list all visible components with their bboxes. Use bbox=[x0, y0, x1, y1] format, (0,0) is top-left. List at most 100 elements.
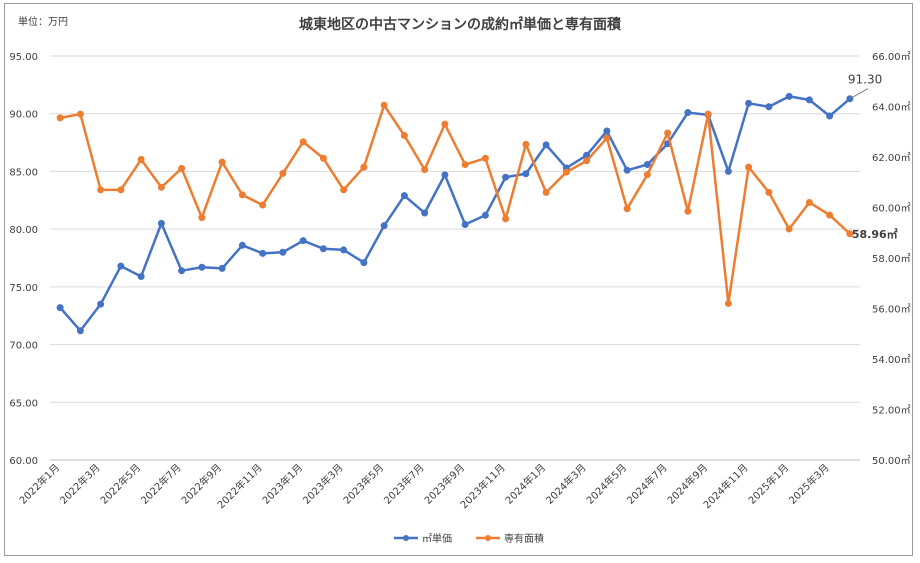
chart-title: 城東地区の中古マンションの成約㎡単価と専有面積 bbox=[299, 16, 622, 33]
series-point-1 bbox=[319, 154, 327, 162]
series-point-0 bbox=[522, 170, 530, 178]
series-point-1 bbox=[380, 101, 388, 109]
series-point-0 bbox=[542, 141, 550, 149]
series-point-0 bbox=[765, 103, 773, 111]
series-point-1 bbox=[279, 169, 287, 177]
series-point-0 bbox=[421, 209, 429, 217]
x-tick-label: 2024年7月 bbox=[624, 461, 670, 507]
series-point-1 bbox=[360, 163, 368, 171]
x-tick-label: 2025年1月 bbox=[745, 461, 791, 507]
series-point-0 bbox=[279, 248, 287, 256]
series-point-0 bbox=[724, 167, 732, 175]
series-point-0 bbox=[56, 304, 64, 312]
chart-frame bbox=[4, 3, 913, 556]
series-point-0 bbox=[157, 219, 165, 227]
series-point-0 bbox=[684, 109, 692, 117]
series-point-0 bbox=[745, 99, 753, 107]
series-point-0 bbox=[238, 241, 246, 249]
series-point-0 bbox=[805, 96, 813, 104]
y-right-tick-label: 62.00㎡ bbox=[872, 152, 911, 164]
series-point-1 bbox=[218, 158, 226, 166]
series-point-1 bbox=[299, 138, 307, 146]
y-left-tick-label: 60.00 bbox=[9, 456, 38, 467]
series-point-1 bbox=[603, 134, 611, 142]
series-point-1 bbox=[542, 188, 550, 196]
y-right-tick-label: 56.00㎡ bbox=[872, 304, 911, 316]
series-point-0 bbox=[400, 192, 408, 200]
x-tick-label: 2024年5月 bbox=[583, 461, 629, 507]
series-point-0 bbox=[826, 112, 834, 120]
x-tick-label: 2025年3月 bbox=[786, 461, 832, 507]
legend-marker-0 bbox=[403, 535, 409, 541]
series-point-1 bbox=[400, 132, 408, 140]
series-point-0 bbox=[461, 221, 469, 229]
x-tick-label: 2024年3月 bbox=[543, 461, 589, 507]
series-point-0 bbox=[218, 264, 226, 272]
series-point-1 bbox=[765, 188, 773, 196]
series-point-0 bbox=[198, 263, 206, 271]
series-end-label-1: 58.96㎡ bbox=[852, 227, 898, 241]
legend-label-0: ㎡単価 bbox=[422, 532, 452, 545]
series-point-1 bbox=[502, 215, 510, 223]
series-point-0 bbox=[137, 272, 145, 280]
x-tick-label: 2022年5月 bbox=[97, 461, 143, 507]
series-point-0 bbox=[643, 161, 651, 169]
x-tick-label: 2023年7月 bbox=[381, 461, 427, 507]
legend-label-1: 専有面積 bbox=[504, 532, 544, 545]
series-point-0 bbox=[340, 246, 348, 254]
series-point-0 bbox=[97, 300, 105, 308]
y-right-tick-label: 54.00㎡ bbox=[872, 354, 911, 366]
x-tick-label: 2023年5月 bbox=[340, 461, 386, 507]
series-point-1 bbox=[97, 186, 105, 194]
series-point-1 bbox=[340, 186, 348, 194]
series-point-0 bbox=[319, 245, 327, 253]
series-line-1 bbox=[59, 103, 851, 305]
series-point-1 bbox=[461, 161, 469, 169]
unit-label: 単位：万円 bbox=[18, 15, 68, 28]
series-point-1 bbox=[117, 186, 125, 194]
series-point-1 bbox=[259, 201, 267, 209]
series-point-0 bbox=[785, 92, 793, 100]
y-right-tick-label: 52.00㎡ bbox=[872, 405, 911, 417]
y-left-tick-label: 90.00 bbox=[9, 110, 38, 121]
y-right-tick-label: 66.00㎡ bbox=[872, 51, 911, 63]
y-right-tick-label: 64.00㎡ bbox=[872, 102, 911, 114]
series-point-1 bbox=[704, 110, 712, 118]
y-left-tick-label: 95.00 bbox=[9, 52, 38, 63]
series-point-1 bbox=[421, 166, 429, 174]
y-right-tick-label: 50.00㎡ bbox=[872, 455, 911, 467]
series-point-0 bbox=[299, 237, 307, 245]
x-tick-label: 2023年1月 bbox=[259, 461, 305, 507]
x-tick-label: 2022年7月 bbox=[138, 461, 184, 507]
series-point-1 bbox=[684, 207, 692, 215]
series-point-1 bbox=[785, 225, 793, 233]
x-tick-label: 2023年9月 bbox=[421, 461, 467, 507]
series-point-1 bbox=[178, 164, 186, 172]
series-point-0 bbox=[441, 171, 449, 179]
series-point-1 bbox=[441, 120, 449, 128]
series-point-0 bbox=[603, 127, 611, 135]
x-tick-label: 2024年9月 bbox=[664, 461, 710, 507]
series-point-0 bbox=[380, 222, 388, 230]
series-point-1 bbox=[583, 157, 591, 165]
series-point-0 bbox=[502, 173, 510, 181]
series-point-1 bbox=[481, 154, 489, 162]
series-point-1 bbox=[137, 156, 145, 164]
y-left-tick-label: 80.00 bbox=[9, 225, 38, 236]
series-end-label-0: 91.30 bbox=[848, 73, 882, 87]
y-left-tick-label: 75.00 bbox=[9, 283, 38, 294]
series-point-0 bbox=[623, 166, 631, 174]
y-left-tick-label: 70.00 bbox=[9, 341, 38, 352]
series-point-1 bbox=[522, 140, 530, 148]
series-point-1 bbox=[643, 171, 651, 179]
series-point-1 bbox=[157, 183, 165, 191]
x-tick-label: 2022年1月 bbox=[16, 461, 62, 507]
end-label-leader bbox=[849, 88, 869, 100]
series-point-1 bbox=[238, 191, 246, 199]
series-point-0 bbox=[117, 262, 125, 270]
series-point-0 bbox=[360, 259, 368, 267]
y-right-tick-label: 60.00㎡ bbox=[872, 203, 911, 215]
x-tick-label: 2024年1月 bbox=[502, 461, 548, 507]
series-point-0 bbox=[76, 327, 84, 335]
